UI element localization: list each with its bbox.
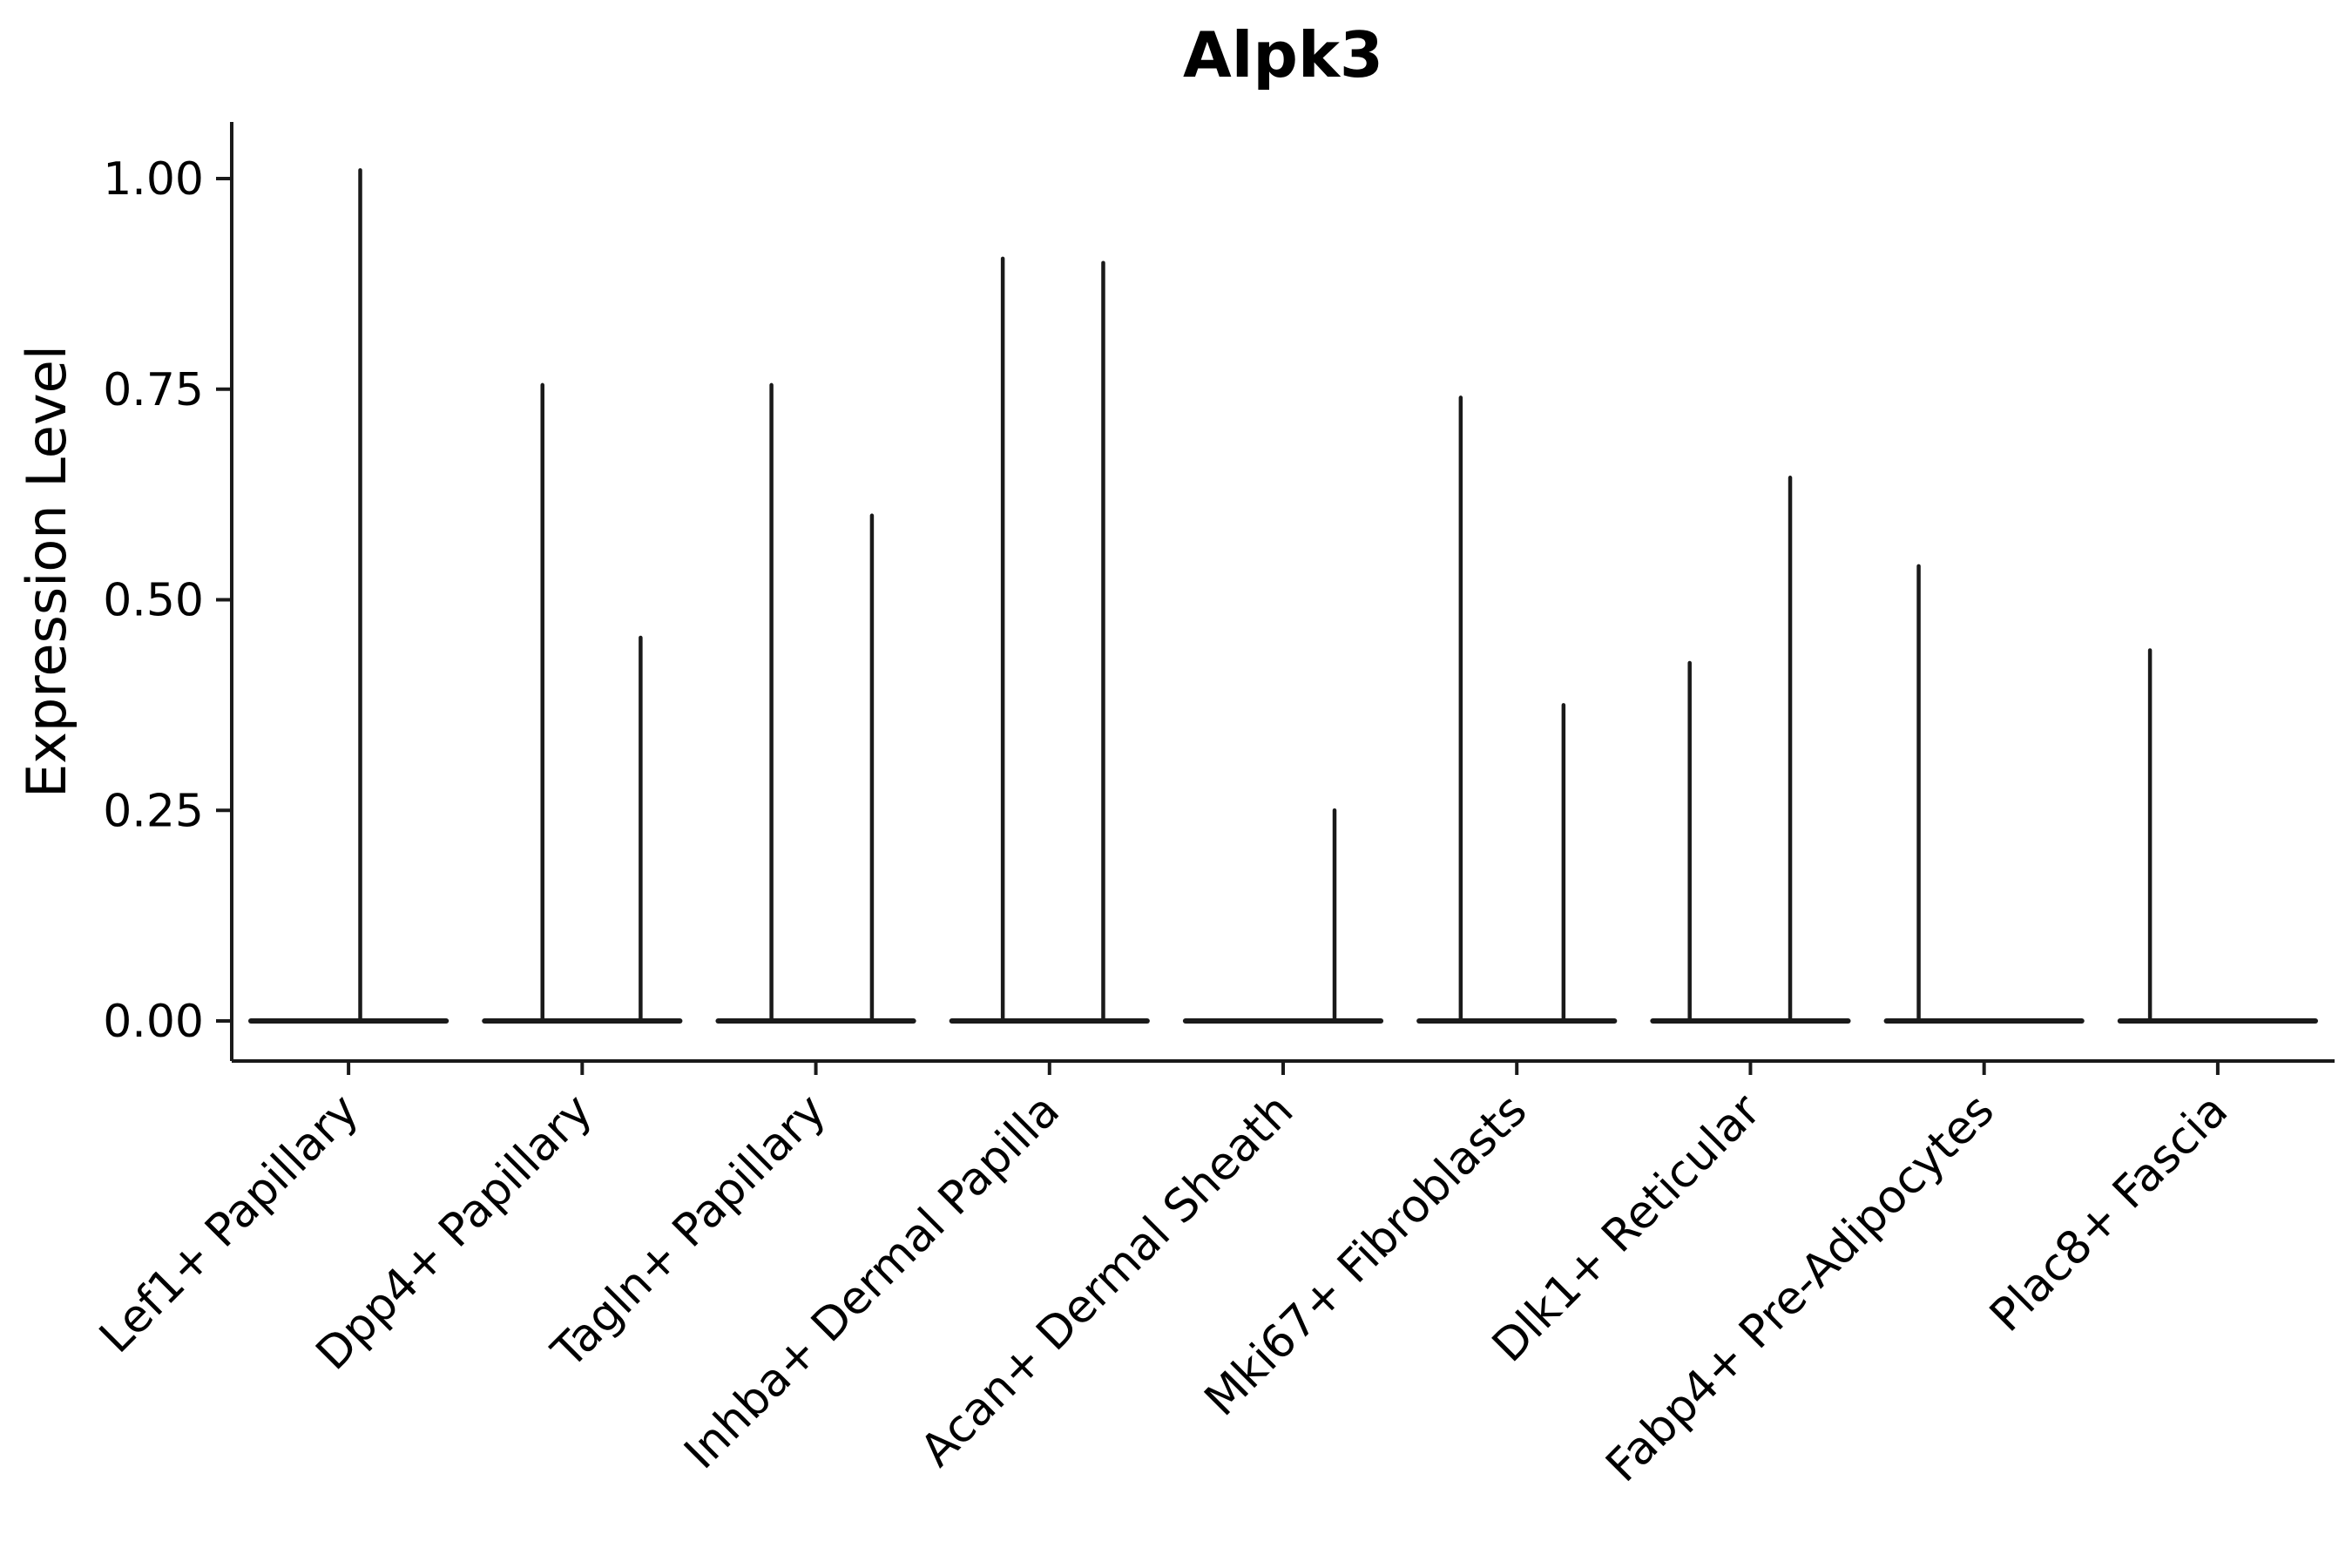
x-tick-label: Fabp4+ Pre-Adipocytes — [1597, 1085, 2004, 1492]
x-tick-label: Plac8+ Fascia — [1980, 1085, 2238, 1342]
y-tick-label: 0.75 — [103, 364, 204, 416]
x-tick-label: Lef1+ Papillary — [90, 1085, 368, 1363]
x-tick-label: Inhba+ Dermal Papilla — [674, 1085, 1069, 1479]
chart-title: Alpk3 — [1183, 18, 1383, 91]
y-tick-label: 1.00 — [103, 153, 204, 206]
y-tick-label: 0.25 — [103, 785, 204, 837]
y-tick-label: 0.50 — [103, 575, 204, 627]
y-axis-label: Expression Level — [15, 345, 78, 798]
y-tick-label: 0.00 — [103, 996, 204, 1048]
x-tick-label: Acan+ Dermal Sheath — [911, 1085, 1304, 1477]
